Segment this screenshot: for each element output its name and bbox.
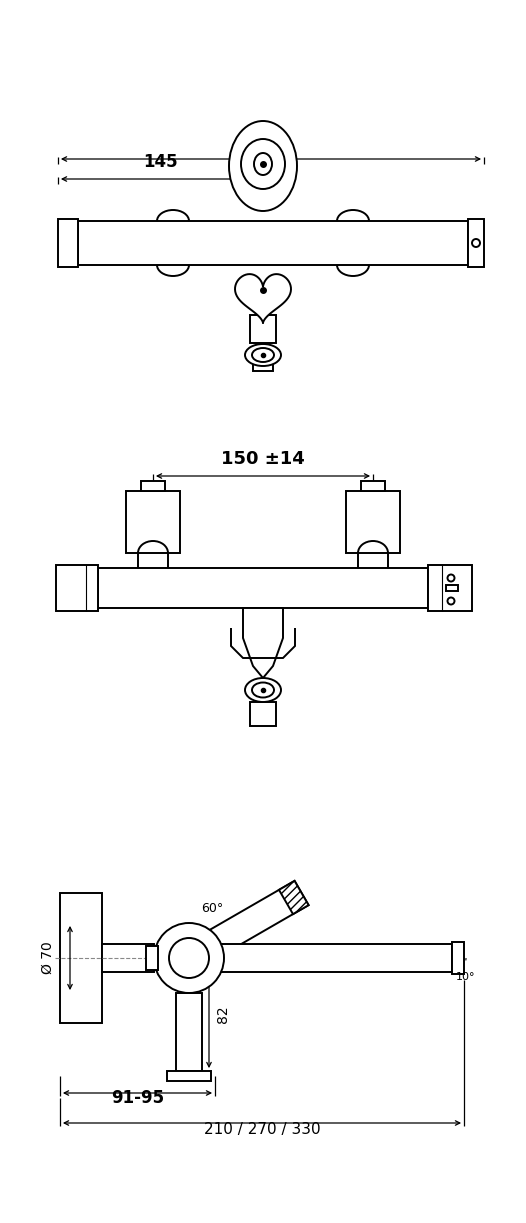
Bar [176,993,202,1071]
Bar [250,316,276,342]
Bar [78,221,468,265]
Bar [141,481,165,490]
Bar [446,585,458,591]
Bar [167,1071,211,1081]
Bar [56,565,98,612]
Ellipse shape [245,678,281,702]
Text: 82: 82 [216,1005,230,1024]
Polygon shape [197,881,309,961]
Bar [250,702,276,726]
Text: 210 / 270 / 330: 210 / 270 / 330 [204,1121,320,1137]
Ellipse shape [254,153,272,175]
Polygon shape [243,608,283,678]
Text: 60°: 60° [201,903,223,915]
Polygon shape [279,881,309,914]
Bar [102,944,154,972]
Circle shape [154,923,224,993]
Text: Ø 70: Ø 70 [41,942,55,975]
Bar [253,360,273,371]
Text: 91-95: 91-95 [111,1088,164,1107]
Ellipse shape [229,121,297,212]
Bar [98,567,428,608]
Bar [219,944,452,972]
Ellipse shape [245,344,281,366]
Circle shape [472,238,480,247]
Text: 272: 272 [252,133,290,150]
Bar [361,481,385,490]
Text: 145: 145 [143,153,178,171]
Ellipse shape [252,682,274,697]
Bar [146,947,158,970]
Ellipse shape [241,139,285,190]
Text: 10°: 10° [456,972,476,982]
Bar [58,219,78,267]
Polygon shape [235,274,291,323]
Bar [428,565,472,612]
Circle shape [169,938,209,978]
Bar [346,490,400,553]
Bar [452,942,464,974]
Circle shape [448,598,454,604]
Bar [468,219,484,267]
Ellipse shape [252,349,274,362]
Bar [126,490,180,553]
Bar [60,893,102,1022]
Circle shape [448,575,454,581]
Text: 150 ±14: 150 ±14 [221,450,305,468]
